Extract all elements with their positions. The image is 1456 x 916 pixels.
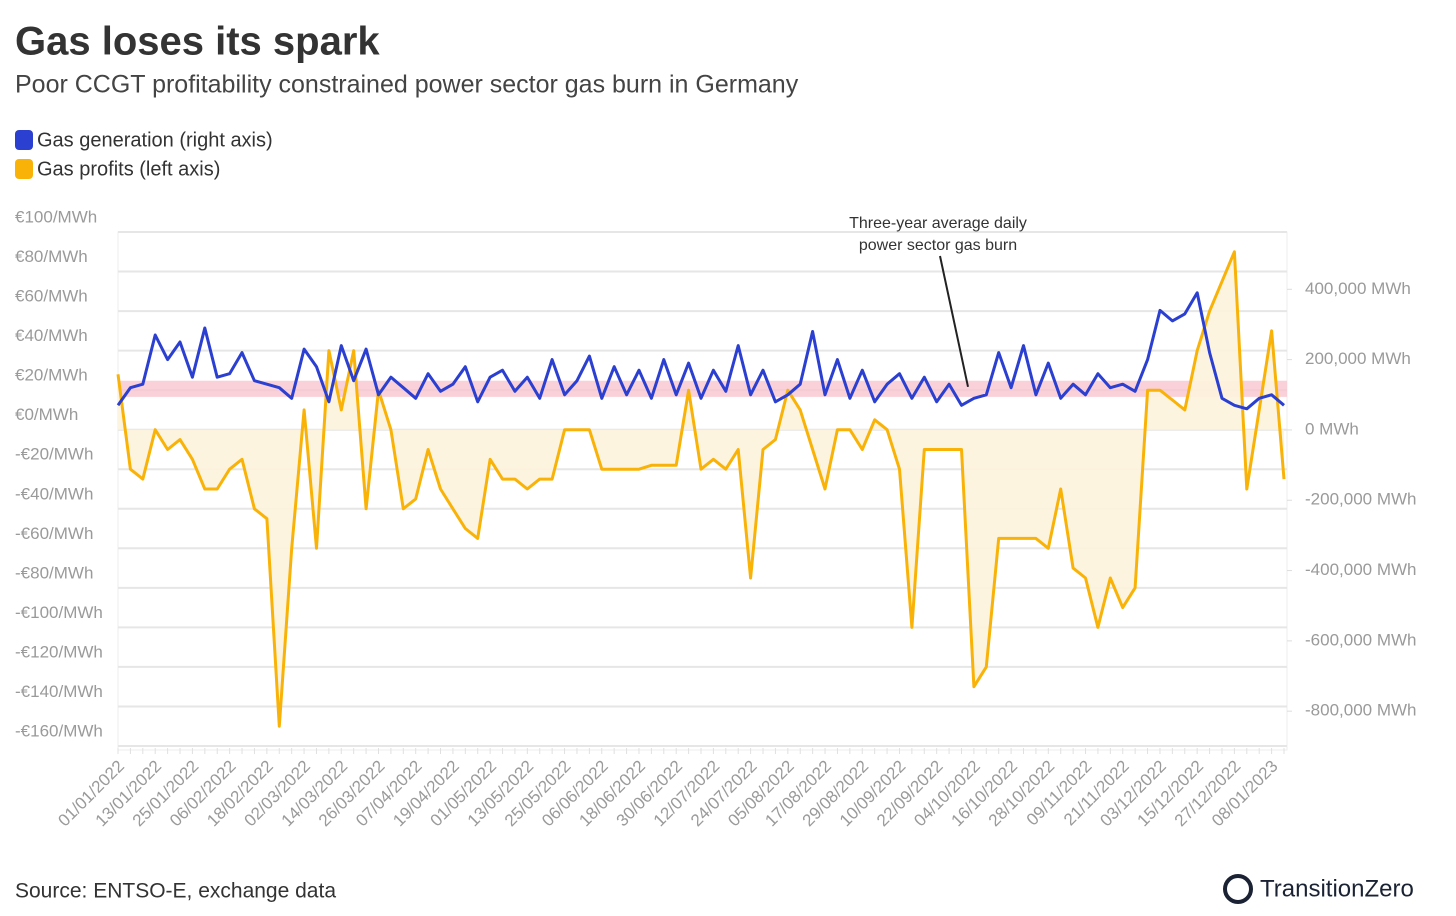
y-tick-label: €60/MWh [15,287,88,306]
area [118,251,1284,727]
brand-logo [1223,874,1253,904]
legend-swatch [15,130,33,150]
y2-tick-label: -200,000 MWh [1305,490,1417,509]
source: Source: ENTSO-E, exchange data [15,880,336,903]
line [116,291,1285,411]
y2-tick-label: 400,000 MWh [1305,279,1411,298]
y-tick-label: -€20/MWh [15,445,93,464]
chart-title: Gas loses its spark [15,20,380,64]
annotation-arrow [939,255,969,388]
y2-tick-label: 200,000 MWh [1305,349,1411,368]
y-tick-label: -€40/MWh [15,484,93,503]
line [116,250,1286,728]
y-tick-label: -€120/MWh [15,642,103,661]
y-tick-label: €40/MWh [15,326,88,345]
y-tick-label: -€160/MWh [15,721,103,740]
chart-subtitle: Poor CCGT profitability constrained powe… [15,71,799,99]
legend-label: Gas profits (left axis) [37,158,220,180]
y-tick-label: -€140/MWh [15,682,103,701]
y-tick-label: €80/MWh [15,247,88,266]
annotation: power sector gas burn [859,237,1017,254]
brand: TransitionZero [1260,875,1414,902]
y-tick-label: €0/MWh [15,405,78,424]
annotation: Three-year average daily [849,215,1027,232]
y2-tick-label: -400,000 MWh [1305,560,1417,579]
y-tick-label: €20/MWh [15,366,88,385]
y-tick-label: -€60/MWh [15,524,93,543]
y2-tick-label: 0 MWh [1305,419,1359,438]
y-tick-label: -€100/MWh [15,603,103,622]
legend-label: Gas generation (right axis) [37,129,273,151]
y2-tick-label: -800,000 MWh [1305,701,1417,720]
y-tick-label: -€80/MWh [15,563,93,582]
y2-tick-label: -600,000 MWh [1305,630,1417,649]
y-tick-label: €100/MWh [15,207,97,226]
legend-swatch [15,159,33,179]
